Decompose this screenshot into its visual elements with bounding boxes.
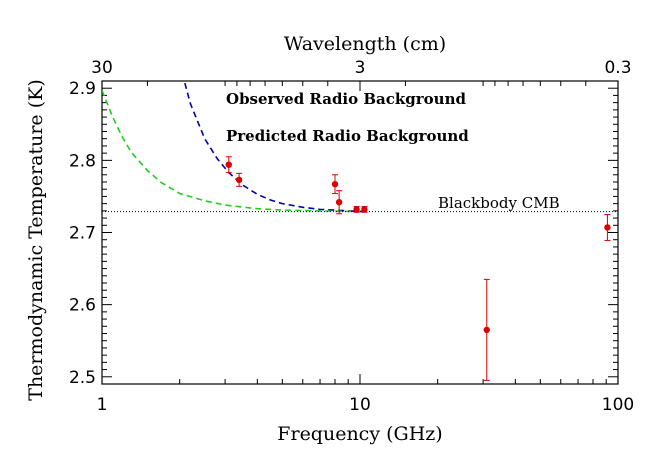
curve-label-observed: Observed Radio Background	[226, 90, 466, 108]
data-point	[353, 206, 360, 213]
predicted-curve	[102, 90, 361, 213]
data-point	[235, 176, 243, 184]
data-point	[225, 161, 232, 168]
y-tick-label: 2.7	[69, 224, 96, 244]
observed-curve	[183, 81, 366, 213]
data-point	[335, 199, 343, 206]
top-tick-label: 0.3	[604, 58, 631, 78]
x-tick-label: 10	[349, 395, 371, 415]
y-tick-label: 2.9	[69, 79, 96, 99]
x-axis-label: Frequency (GHz)	[277, 423, 442, 445]
data-points	[225, 156, 611, 381]
reference-line-label: Blackbody CMB	[438, 194, 560, 212]
data-point	[331, 180, 339, 188]
x-tick-label: 100	[602, 395, 634, 415]
y-tick-label: 2.6	[69, 296, 96, 316]
top-axis-label: Wavelength (cm)	[284, 33, 446, 55]
axis-ticks: 1 10 100 2.5 2.6 2.7 2.8 2.930 3 0.3	[69, 58, 634, 415]
x-tick-label: 1	[97, 395, 108, 415]
data-point	[604, 224, 611, 231]
data-point	[361, 206, 368, 213]
top-tick-label: 30	[91, 58, 113, 78]
data-point	[483, 326, 490, 334]
curves	[102, 81, 366, 213]
top-tick-label: 3	[355, 58, 366, 78]
y-tick-label: 2.5	[69, 368, 96, 388]
curve-label-predicted: Predicted Radio Background	[226, 127, 469, 145]
y-axis-label: Thermodynamic Temperature (K)	[25, 79, 47, 400]
y-tick-label: 2.8	[69, 151, 96, 171]
